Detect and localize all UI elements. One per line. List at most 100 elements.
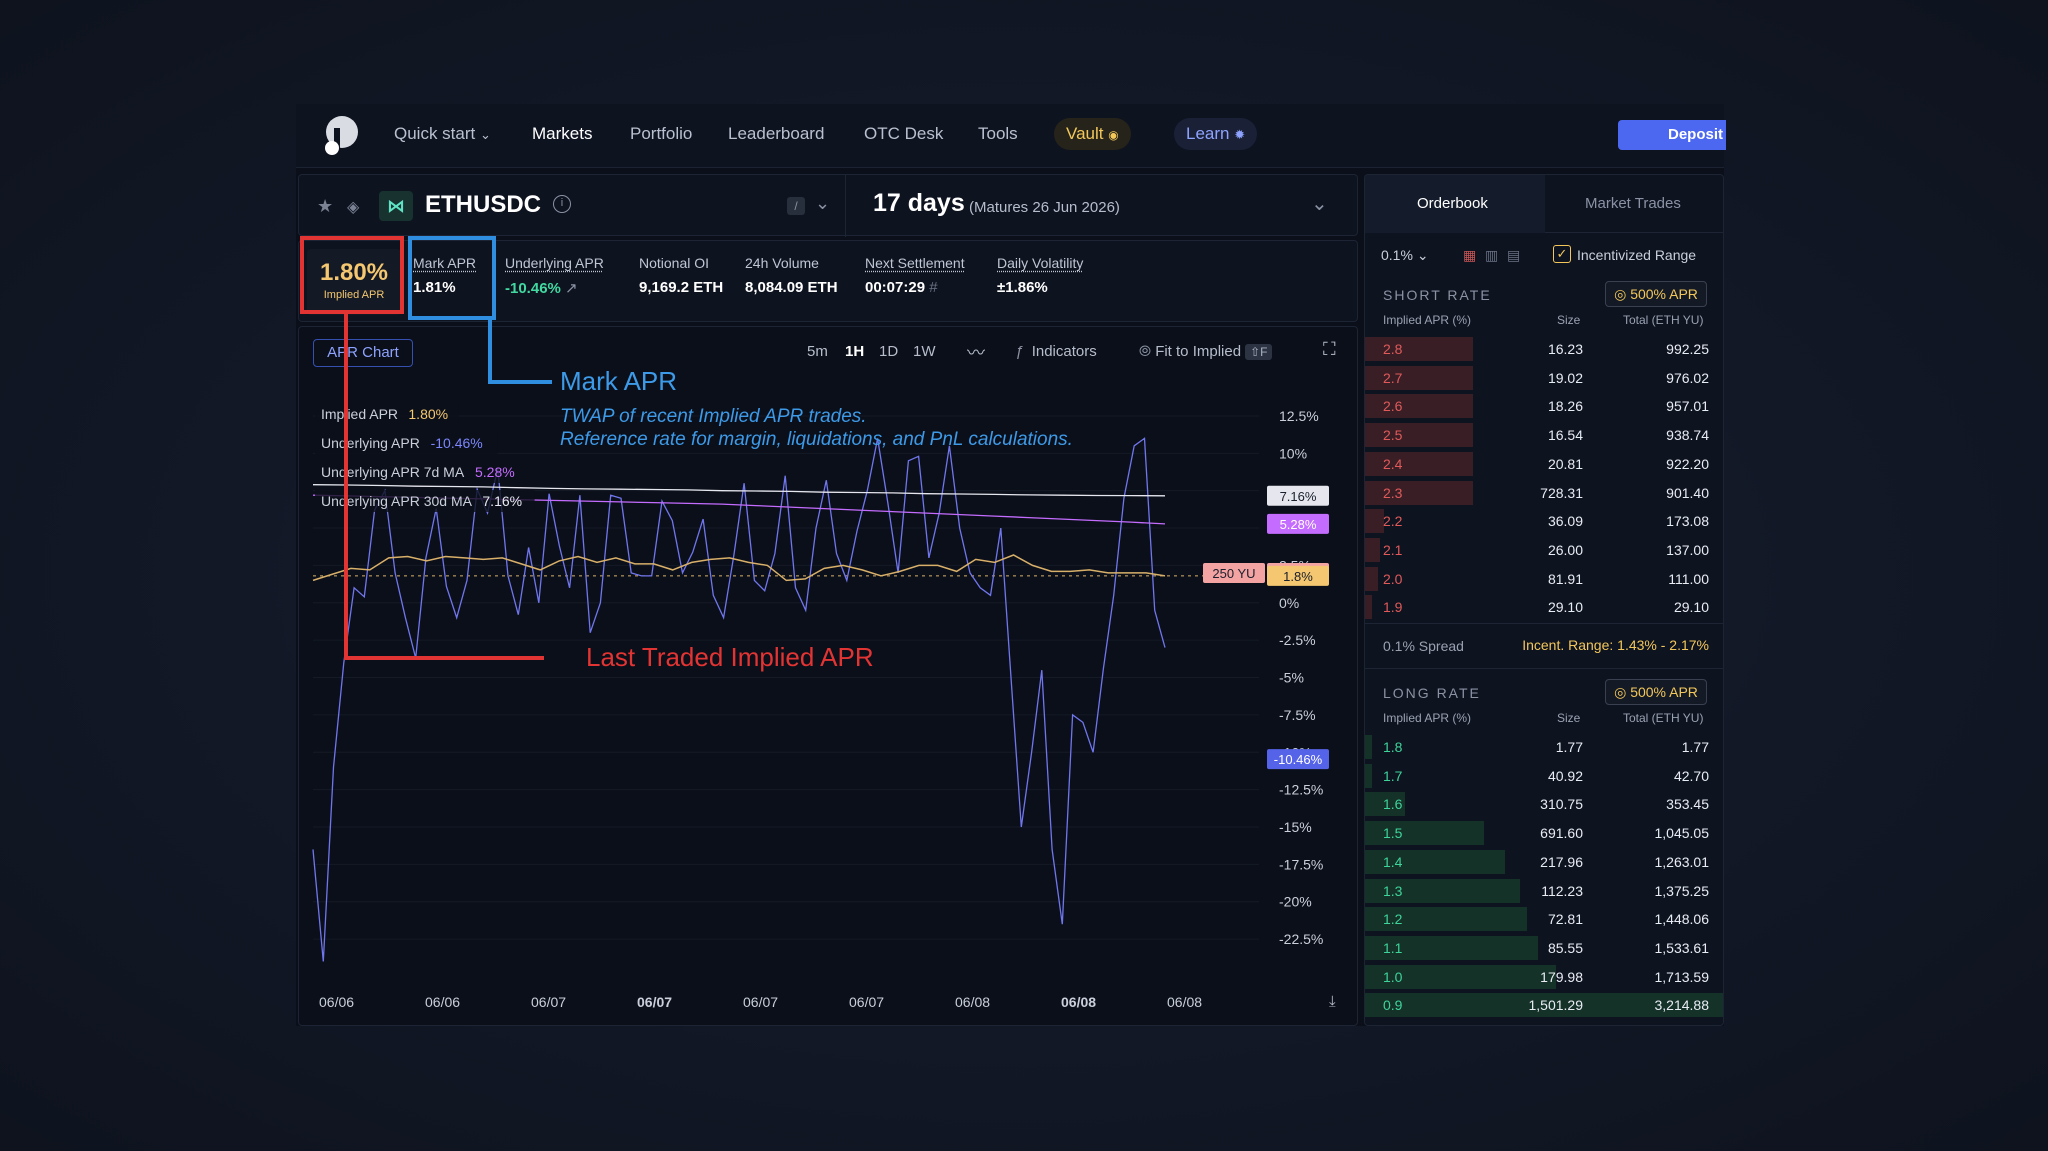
nav-otc-desk[interactable]: OTC Desk [864, 124, 944, 143]
info-icon[interactable]: i [553, 195, 571, 213]
legend-label: Implied APR [321, 406, 398, 422]
deposit-button[interactable]: Deposit [1618, 120, 1726, 150]
orderbook-row[interactable]: 1.1 85.55 1,533.61 [1365, 934, 1723, 962]
orderbook-row[interactable]: 1.3 112.23 1,375.25 [1365, 877, 1723, 905]
row-price: 2.6 [1383, 398, 1403, 415]
view-both-icon[interactable]: ▦ [1463, 247, 1477, 263]
view-bids-icon[interactable]: ▤ [1507, 247, 1521, 263]
days-to-maturity: 17 days [873, 189, 965, 217]
orderbook-row[interactable]: 2.4 20.81 922.20 [1365, 450, 1723, 478]
legend-value: 1.80% [408, 406, 448, 422]
orderbook-row[interactable]: 2.8 16.23 992.25 [1365, 335, 1723, 363]
nav-quick-start[interactable]: Quick start ⌄ [394, 124, 491, 143]
orderbook-row[interactable]: 1.9 29.10 29.10 [1365, 593, 1723, 621]
x-tick-label: 06/08 [1167, 994, 1202, 1010]
stat-label[interactable]: Mark APR [413, 255, 477, 271]
orderbook-row[interactable]: 1.7 40.92 42.70 [1365, 762, 1723, 790]
nav-markets[interactable]: Markets [532, 124, 593, 143]
row-total: 1.77 [1681, 739, 1709, 755]
row-price: 1.4 [1383, 853, 1403, 870]
external-link-icon[interactable]: ↗ [565, 280, 578, 297]
chevron-down-icon[interactable]: ⌄ [815, 193, 831, 213]
legend-label: Underlying APR 30d MA [321, 493, 473, 509]
maturity-dropdown-icon[interactable]: ⌄ [1311, 193, 1328, 215]
market-logo-icon: ⋈ [379, 191, 413, 221]
tab-orderbook[interactable]: Orderbook [1417, 195, 1488, 212]
active-tab-bg [1365, 175, 1545, 233]
orderbook-row[interactable]: 2.6 18.26 957.01 [1365, 392, 1723, 420]
orderbook-row[interactable]: 0.9 1,501.29 3,214.88 [1365, 991, 1723, 1019]
row-total: 1,375.25 [1654, 882, 1710, 899]
market-header: ★ ◈ ⋈ ETHUSDC i / ⌄ 17 days (Matures 26 … [298, 174, 1358, 237]
view-asks-icon[interactable]: ▥ [1485, 247, 1499, 263]
stat-label[interactable]: Next Settlement [865, 255, 965, 271]
y-tick-label: 0% [1279, 595, 1299, 611]
orderbook-row[interactable]: 2.7 19.02 976.02 [1365, 364, 1723, 392]
interval-1w[interactable]: 1W [913, 343, 936, 360]
precision-select[interactable]: 0.1% ⌄ [1381, 247, 1429, 264]
nav-leaderboard[interactable]: Leaderboard [728, 124, 825, 143]
tab-market-trades[interactable]: Market Trades [1585, 195, 1681, 212]
orderbook-row[interactable]: 1.8 1.77 1.77 [1365, 733, 1723, 761]
market-symbol[interactable]: ETHUSDC [425, 191, 542, 218]
indicators-button[interactable]: ƒ Indicators [1015, 343, 1097, 360]
interval-5m[interactable]: 5m [807, 343, 828, 360]
interval-1d[interactable]: 1D [879, 343, 899, 360]
fullscreen-icon[interactable]: ⛶ [1323, 339, 1336, 359]
row-total: 29.10 [1673, 599, 1709, 616]
orderbook-row[interactable]: 2.0 81.91 111.00 [1365, 565, 1723, 593]
depth-bar [1365, 451, 1473, 476]
orderbook-row[interactable]: 1.6 310.75 353.45 [1365, 790, 1723, 818]
orderbook-row[interactable]: 2.5 16.54 938.74 [1365, 421, 1723, 449]
y-tick-label: 10% [1279, 445, 1307, 461]
col-header-price: Implied APR (%) [1383, 313, 1472, 327]
nav-tools[interactable]: Tools [978, 124, 1018, 143]
size-tag [1203, 563, 1265, 584]
row-size: 72.81 [1547, 911, 1583, 928]
row-size: 728.31 [1540, 484, 1583, 501]
nav-vault[interactable]: Vault ◉ [1054, 118, 1131, 150]
fit-to-implied-button[interactable]: ⦾ Fit to Implied ⇧F [1139, 343, 1273, 360]
row-size: 1.77 [1555, 739, 1583, 755]
stat-mark-apr: Mark APR 1.81% [413, 255, 476, 296]
row-price: 1.2 [1383, 911, 1403, 928]
bulb-icon: ✹ [1234, 127, 1246, 142]
col-header-price: Implied APR (%) [1383, 711, 1472, 725]
nav-portfolio[interactable]: Portfolio [630, 124, 693, 143]
app-logo-icon[interactable] [320, 114, 360, 158]
stat-value: 9,169.2 ETH [639, 279, 724, 296]
col-header-size: Size [1557, 711, 1581, 725]
depth-bar [1365, 993, 1723, 1018]
app-window: Quick start ⌄ Markets Portfolio Leaderbo… [296, 104, 1726, 1026]
depth-bar [1365, 337, 1473, 361]
legend-value: 5.28% [475, 464, 515, 480]
orderbook-row[interactable]: 1.4 217.96 1,263.01 [1365, 848, 1723, 876]
depth-bar [1365, 394, 1473, 419]
orderbook-row[interactable]: 2.2 36.09 173.08 [1365, 507, 1723, 535]
incentivized-checkbox[interactable]: ✓ [1553, 245, 1571, 263]
row-size: 310.75 [1540, 796, 1583, 813]
row-total: 1,448.06 [1654, 911, 1710, 928]
ethereum-icon: ◈ [347, 199, 360, 216]
row-size: 20.81 [1547, 455, 1583, 472]
orderbook-row[interactable]: 1.2 72.81 1,448.06 [1365, 905, 1723, 933]
line-style-icon[interactable]: 〰 [967, 343, 985, 363]
long-rate-title: LONG RATE [1383, 685, 1481, 701]
tab-apr-chart[interactable]: APR Chart [313, 339, 413, 367]
row-size: 26.00 [1547, 541, 1583, 558]
star-icon[interactable]: ★ [317, 196, 334, 216]
implied-apr-label: Implied APR [323, 289, 385, 301]
interval-1h[interactable]: 1H [845, 343, 865, 360]
top-nav: Quick start ⌄ Markets Portfolio Leaderbo… [296, 104, 1726, 168]
download-icon[interactable]: ⤓ [1329, 993, 1336, 1010]
orderbook-row[interactable]: 2.3 728.31 901.40 [1365, 479, 1723, 507]
nav-learn[interactable]: Learn ✹ [1174, 118, 1258, 150]
orderbook-row[interactable]: 1.0 179.98 1,713.59 [1365, 963, 1723, 991]
price-tag-label: 5.28% [1280, 517, 1317, 532]
orderbook-row[interactable]: 1.5 691.60 1,045.05 [1365, 819, 1723, 847]
orderbook-row[interactable]: 2.1 26.00 137.00 [1365, 536, 1723, 564]
stat-label[interactable]: Daily Volatility [997, 255, 1084, 271]
stat-label[interactable]: Underlying APR [505, 255, 604, 271]
row-size: 40.92 [1547, 767, 1583, 784]
row-total: 1,263.01 [1654, 853, 1710, 870]
